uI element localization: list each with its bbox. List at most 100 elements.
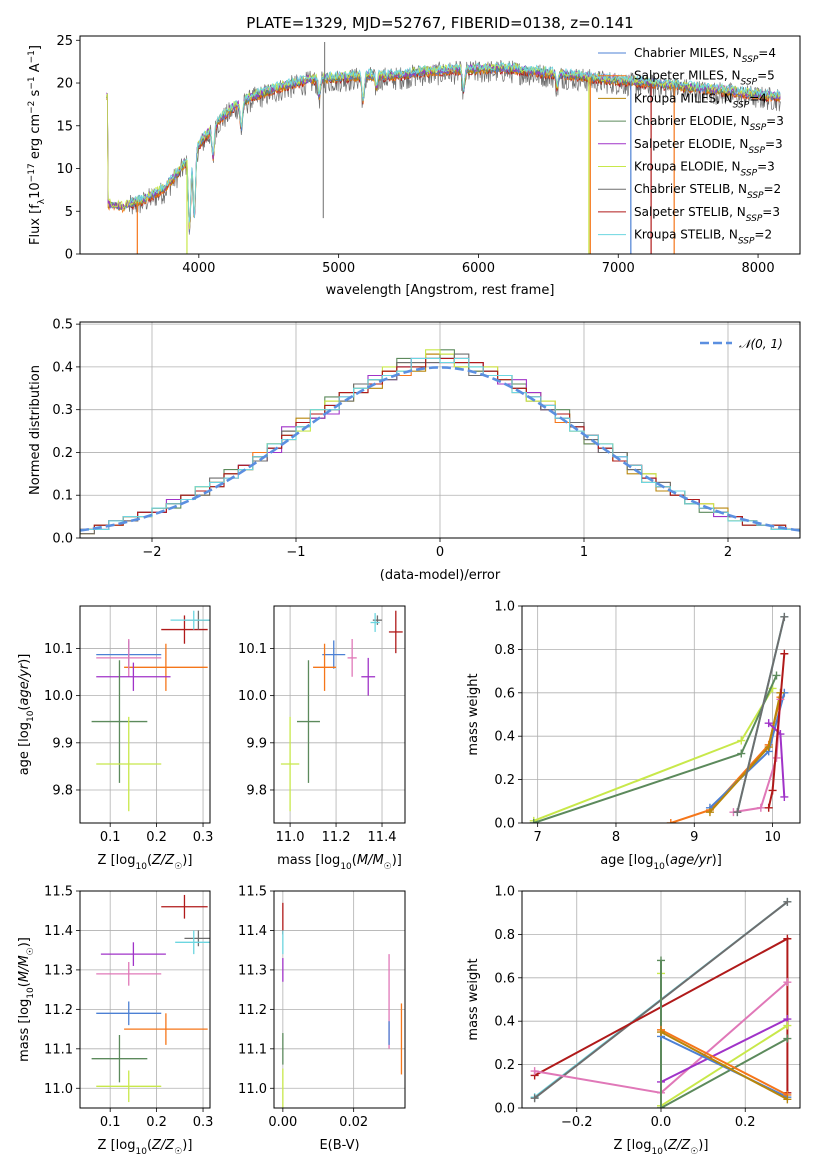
- weight-marker: [783, 1095, 792, 1104]
- weight-marker: [530, 1094, 539, 1103]
- weight-line: [736, 616, 786, 813]
- y-tick-label: 11.4: [238, 924, 267, 939]
- y-tick-label: 9.8: [246, 783, 267, 798]
- x-tick-label: −0.2: [561, 1115, 593, 1130]
- errorbar-point: [96, 639, 162, 677]
- y-tick-label: 25: [56, 34, 73, 49]
- y-tick-label: 11.2: [238, 1003, 267, 1018]
- legend-label: Salpeter MILES, NSSP=5: [634, 69, 775, 88]
- frame-weight_vs_Z: [521, 890, 801, 1109]
- figure-title: PLATE=1329, MJD=52767, FIBERID=0138, z=0…: [246, 14, 633, 32]
- axes-mass_vs_Z: 0.1 0.2 0.3 11.0 11.1 11.2 11.3 11.4 11.5 Z [log1…: [17, 885, 213, 1158]
- errorbar-point: [96, 1001, 162, 1026]
- weight-marker: [780, 792, 789, 801]
- errorbars: [91, 894, 210, 1103]
- x-tick-label: 0.2: [146, 830, 167, 845]
- weight-line: [660, 1029, 788, 1096]
- weight-marker: [657, 956, 665, 965]
- weight-marker: [705, 808, 714, 817]
- svg-text:mass [log10(M/M☉)]: mass [log10(M/M☉)]: [17, 937, 36, 1062]
- axes-residuals: −2 −1 0 1 2 0.0 0.1 0.2 0.3 0.4 0.5 (data-model)/er…: [28, 318, 800, 583]
- x-tick-label: 11.2: [322, 830, 351, 845]
- y-tick-label: 0.3: [52, 403, 73, 418]
- frame-age_vs_mass: [273, 605, 406, 824]
- x-tick-label: 0.3: [193, 1115, 214, 1130]
- axes-weight_vs_age: 7 8 9 10 0.0 0.2 0.4 0.6 0.8 1.0 age [log10(age/yr…: [466, 600, 800, 872]
- y-tick-label: 0.8: [494, 928, 515, 943]
- errorbar-point: [175, 930, 210, 955]
- errorbar-point: [322, 640, 346, 669]
- spectrum-line: [128, 61, 781, 223]
- x-tick-label: 11.0: [276, 830, 305, 845]
- errorbar-point: [296, 660, 320, 783]
- x-tick-label: 11.4: [368, 830, 397, 845]
- x-tick-label: 0: [436, 545, 444, 560]
- x-axis-label: wavelength [Angstrom, rest frame]: [326, 283, 555, 298]
- errorbar-point: [347, 639, 357, 677]
- y-tick-label: 0.0: [494, 1102, 515, 1117]
- y-tick-label: 9.9: [246, 736, 267, 751]
- y-tick-label: 0.5: [52, 318, 73, 333]
- y-tick-label: 11.3: [44, 963, 73, 978]
- x-tick-label: 0.3: [193, 830, 214, 845]
- weight-marker: [783, 934, 792, 943]
- legend-label: Chabrier ELODIE, NSSP=3: [634, 114, 784, 133]
- y-axis-label: mass weight: [466, 673, 481, 755]
- weight-marker: [530, 1067, 539, 1076]
- weight-line: [670, 696, 782, 823]
- frame-weight_vs_age: [521, 605, 801, 824]
- weight-marker: [783, 1034, 792, 1043]
- y-axis-label: mass weight: [466, 958, 481, 1040]
- legend-label: Kroupa MILES, NSSP=4: [634, 91, 767, 110]
- axes-age_vs_Z: 0.1 0.2 0.3 9.8 9.9 10.0 10.1 Z [log10(Z/Z☉)] ag…: [17, 606, 213, 872]
- weight-marker: [764, 803, 773, 812]
- spectrum-lines: [106, 41, 781, 254]
- weight-marker: [756, 803, 765, 812]
- weight-marker: [783, 1021, 792, 1030]
- y-tick-label: 10.1: [238, 642, 267, 657]
- errorbar-point: [91, 1035, 148, 1083]
- y-tick-label: 11.3: [238, 963, 267, 978]
- x-axis-label: mass [log10(M/M☉)]: [277, 853, 402, 872]
- errorbar-point: [124, 643, 208, 691]
- x-tick-label: 0.1: [100, 1115, 121, 1130]
- x-tick-label: 0.0: [651, 1115, 672, 1130]
- weight-marker: [780, 649, 789, 658]
- errorbar-point: [361, 657, 376, 696]
- errorbar-point: [91, 660, 148, 783]
- frame-spectrum: [79, 35, 801, 255]
- errorbar-point: [161, 894, 208, 919]
- errorbar-point: [100, 942, 166, 966]
- y-axis-label: age [log10(age/yr)]: [17, 654, 36, 776]
- x-tick-label: 4000: [182, 261, 215, 276]
- frame-mass_vs_Z: [79, 890, 211, 1109]
- y-tick-label: 10.0: [44, 689, 73, 704]
- x-tick-label: 8000: [742, 261, 775, 276]
- y-tick-label: 0.6: [494, 686, 515, 701]
- x-tick-label: 0.1: [100, 830, 121, 845]
- y-tick-label: 1.0: [494, 885, 515, 900]
- x-tick-label: 0.2: [146, 1115, 167, 1130]
- weight-marker: [657, 1104, 665, 1108]
- legend-label: Kroupa ELODIE, NSSP=3: [634, 160, 775, 179]
- y-axis-label: mass [log10(M/M☉)]: [17, 937, 36, 1062]
- weight-marker: [764, 743, 773, 752]
- y-tick-label: 0.1: [52, 489, 73, 504]
- weight-line: [660, 960, 788, 1108]
- weight-line: [709, 692, 782, 813]
- weight-marker: [764, 719, 773, 728]
- weight-marker: [772, 671, 781, 680]
- frame-mass_vs_ebv: [273, 890, 406, 1109]
- y-tick-label: 20: [56, 77, 73, 92]
- svg-text:Flux [fλ10−17 erg cm−2 s−1 A−1: Flux [fλ10−17 erg cm−2 s−1 A−1]: [27, 45, 47, 245]
- legend-label: Salpeter STELIB, NSSP=3: [634, 205, 780, 224]
- x-axis-label: E(B-V): [319, 1138, 359, 1153]
- axes-mass_vs_ebv: 0.00 0.02 11.0 11.1 11.2 11.3 11.4 11.5 E(B-V): [238, 885, 405, 1153]
- y-tick-label: 11.5: [44, 885, 73, 900]
- svg-text:age [log10(age/yr)]: age [log10(age/yr)]: [17, 654, 36, 776]
- x-tick-label: 9: [690, 830, 698, 845]
- y-tick-label: 11.4: [44, 924, 73, 939]
- legend-label: Salpeter ELODIE, NSSP=3: [634, 137, 783, 156]
- x-tick-label: 0.02: [339, 1115, 368, 1130]
- weight-line: [660, 1018, 788, 1083]
